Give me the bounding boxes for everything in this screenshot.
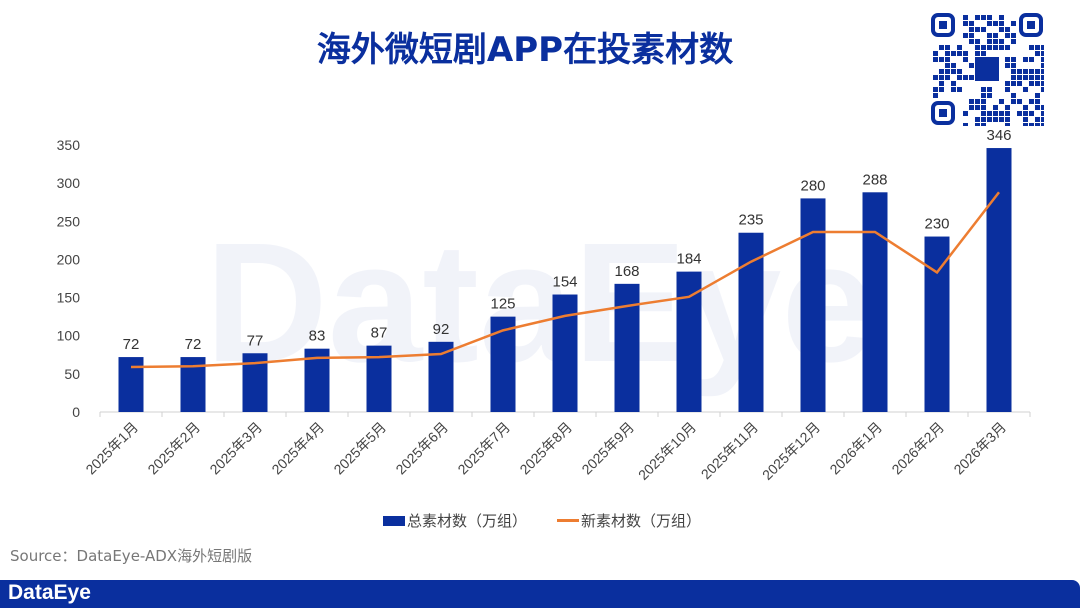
bar-value-label: 125 (490, 296, 515, 313)
legend-swatch-line (557, 519, 580, 522)
y-tick-label: 350 (57, 137, 81, 153)
x-tick-label: 2025年12月 (759, 419, 823, 483)
x-tick-label: 2025年9月 (578, 419, 637, 478)
y-tick-label: 150 (57, 290, 81, 306)
x-tick-label: 2025年8月 (516, 419, 575, 478)
bar (676, 271, 702, 412)
legend: 总素材数（万组） 新素材数（万组） (383, 510, 701, 531)
x-tick-label: 2026年1月 (826, 419, 885, 478)
x-tick-label: 2025年1月 (82, 419, 141, 478)
y-tick-label: 200 (57, 251, 81, 267)
bar (738, 232, 764, 412)
x-tick-label: 2025年5月 (330, 419, 389, 478)
bar-value-label: 72 (185, 336, 202, 353)
bar (118, 357, 144, 412)
x-tick-label: 2025年3月 (206, 419, 265, 478)
bar-value-label: 346 (986, 127, 1011, 144)
bar-value-label: 77 (247, 332, 264, 349)
x-tick-label: 2025年6月 (392, 419, 451, 478)
legend-item-total: 总素材数（万组） (383, 510, 527, 531)
bar (862, 192, 888, 412)
bar-value-label: 168 (614, 263, 639, 280)
y-tick-label: 50 (64, 366, 80, 382)
x-tick-label: 2026年2月 (888, 419, 947, 478)
legend-label: 总素材数（万组） (407, 512, 528, 530)
bar-value-label: 230 (924, 216, 949, 233)
x-tick-label: 2025年4月 (268, 419, 327, 478)
bar-value-label: 184 (676, 251, 701, 268)
x-tick-label: 2025年7月 (454, 419, 513, 478)
source-note: Source：DataEye-ADX海外短剧版 (10, 547, 253, 565)
bar-value-label: 235 (738, 212, 763, 229)
y-tick-label: 100 (57, 328, 81, 344)
bar (986, 148, 1012, 412)
chart-title: 海外微短剧APP在投素材数 (316, 30, 734, 70)
bar-value-label: 288 (862, 171, 887, 188)
bar-value-label: 87 (371, 325, 388, 342)
x-tick-label: 2026年3月 (950, 419, 1009, 478)
bar-value-label: 154 (552, 274, 577, 291)
footer-bar: DataEye (0, 580, 1080, 608)
bar (800, 198, 826, 412)
footer-brand: DataEye (8, 581, 91, 604)
y-tick-label: 250 (57, 213, 81, 229)
y-tick-label: 300 (57, 175, 81, 191)
legend-label: 新素材数（万组） (581, 512, 702, 530)
legend-swatch-bar (383, 515, 405, 526)
bar (614, 283, 640, 412)
x-tick-label: 2025年10月 (635, 419, 699, 483)
qr-code (930, 12, 1044, 126)
bar (552, 294, 578, 412)
bar-value-label: 72 (123, 336, 140, 353)
x-tick-label: 2025年2月 (144, 419, 203, 478)
bar-value-label: 280 (800, 177, 825, 194)
bar-value-label: 92 (433, 321, 450, 338)
legend-item-new: 新素材数（万组） (557, 510, 701, 531)
bar (428, 341, 454, 412)
bar-value-label: 83 (309, 328, 326, 345)
x-tick-label: 2025年11月 (698, 419, 761, 482)
y-tick-label: 0 (72, 404, 80, 420)
